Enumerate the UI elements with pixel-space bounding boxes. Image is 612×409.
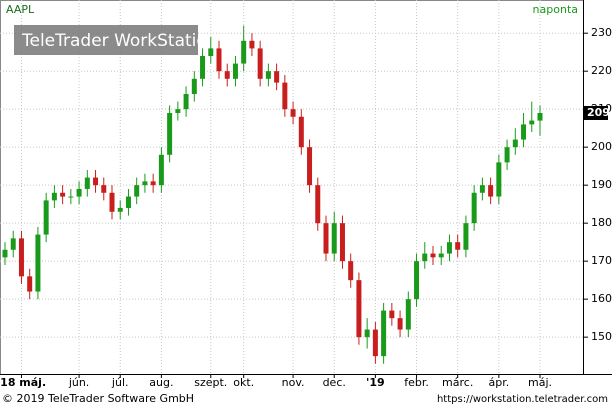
- y-tick-label: 220: [591, 64, 612, 77]
- candle-body: [60, 192, 66, 197]
- y-tick-label: 160: [591, 292, 612, 305]
- candle-body: [158, 154, 164, 186]
- y-tick-label: 200: [591, 140, 612, 153]
- candle-body: [364, 329, 370, 338]
- candle-body: [282, 82, 288, 110]
- candle-body: [2, 249, 8, 258]
- candle-body: [142, 181, 148, 186]
- candle-body: [422, 253, 428, 262]
- candle-body: [504, 147, 510, 163]
- candle-body: [51, 192, 57, 201]
- candle-body: [175, 109, 181, 113]
- candle-body: [488, 185, 494, 197]
- interval: naponta: [533, 3, 578, 16]
- x-tick-label: '18 máj.: [0, 376, 46, 389]
- candle-body: [446, 242, 452, 254]
- candle-body: [125, 196, 131, 208]
- watermark-box: [14, 25, 198, 55]
- candle-body: [315, 185, 321, 224]
- candle-body: [521, 124, 527, 140]
- y-tick-label: 230: [591, 26, 612, 39]
- y-tick-label: 170: [591, 254, 612, 267]
- x-tick-label: ápr.: [488, 376, 509, 389]
- candle-body: [43, 200, 49, 235]
- candle-body: [257, 48, 263, 79]
- candle-body: [290, 109, 296, 117]
- candle-body: [479, 185, 485, 193]
- y-tick-label: 180: [591, 216, 612, 229]
- x-tick-label: márc.: [442, 376, 473, 389]
- x-tick-label: jún.: [68, 376, 90, 389]
- candle-body: [101, 185, 107, 193]
- candle-body: [35, 234, 41, 292]
- watermark: TeleTrader WorkStation: [21, 31, 218, 51]
- candle-body: [537, 112, 543, 121]
- candle-body: [27, 276, 33, 292]
- x-tick-label: nov.: [282, 376, 305, 389]
- candle-body: [109, 192, 115, 212]
- candle-body: [274, 71, 280, 83]
- footer-left: © 2019 TeleTrader Software GmbH: [2, 392, 194, 405]
- candle-body: [381, 310, 387, 357]
- candle-body: [512, 139, 518, 148]
- candle-body: [167, 112, 173, 155]
- last-price: 209: [587, 106, 610, 119]
- candle-body: [529, 120, 535, 125]
- candle-body: [331, 223, 337, 254]
- candle-body: [397, 318, 403, 330]
- candle-body: [84, 177, 90, 189]
- candle-body: [208, 48, 214, 56]
- candle-body: [134, 185, 140, 197]
- candle-body: [414, 261, 420, 300]
- x-tick-label: febr.: [404, 376, 429, 389]
- candle-body: [117, 207, 123, 212]
- candle-body: [200, 55, 206, 79]
- x-tick-label: szept.: [194, 376, 227, 389]
- candle-body: [68, 196, 74, 198]
- footer-right: https://workstation.teletrader.com: [437, 394, 608, 405]
- x-tick-label: dec.: [323, 376, 346, 389]
- x-tick-label: aug.: [149, 376, 173, 389]
- symbol: AAPL: [6, 3, 35, 16]
- candle-body: [438, 253, 444, 258]
- x-tick-label: '19: [366, 376, 385, 389]
- plot-frame: [0, 0, 584, 375]
- candle-body: [232, 63, 238, 79]
- x-tick-label: máj.: [528, 376, 552, 389]
- candle-body: [496, 162, 502, 197]
- candle-body: [216, 48, 222, 72]
- candle-body: [372, 329, 378, 357]
- candle-body: [10, 238, 16, 250]
- candle-body: [430, 253, 436, 258]
- candle-body: [389, 310, 395, 319]
- candle-body: [339, 223, 345, 262]
- candle-body: [471, 192, 477, 224]
- candle-body: [93, 177, 99, 186]
- candle-body: [150, 181, 156, 186]
- candle-body: [323, 223, 329, 254]
- candles: [2, 25, 543, 364]
- candle-body: [76, 188, 82, 197]
- candle-body: [307, 147, 313, 186]
- y-tick-label: 190: [591, 178, 612, 191]
- candle-body: [463, 223, 469, 250]
- y-tick-label: 150: [591, 330, 612, 343]
- x-tick-label: júl.: [111, 376, 129, 389]
- candle-body: [241, 40, 247, 64]
- candle-body: [224, 71, 230, 79]
- candle-body: [455, 242, 461, 250]
- candle-body: [191, 78, 197, 94]
- x-tick-label: okt.: [233, 376, 254, 389]
- candle-body: [405, 299, 411, 330]
- candle-body: [298, 116, 304, 148]
- candle-body: [183, 93, 189, 110]
- last-price-box: [584, 105, 608, 120]
- candle-body: [265, 71, 271, 79]
- candle-body: [18, 238, 24, 277]
- candle-body: [356, 280, 362, 338]
- candle-body: [348, 261, 354, 281]
- candle-body: [249, 40, 255, 49]
